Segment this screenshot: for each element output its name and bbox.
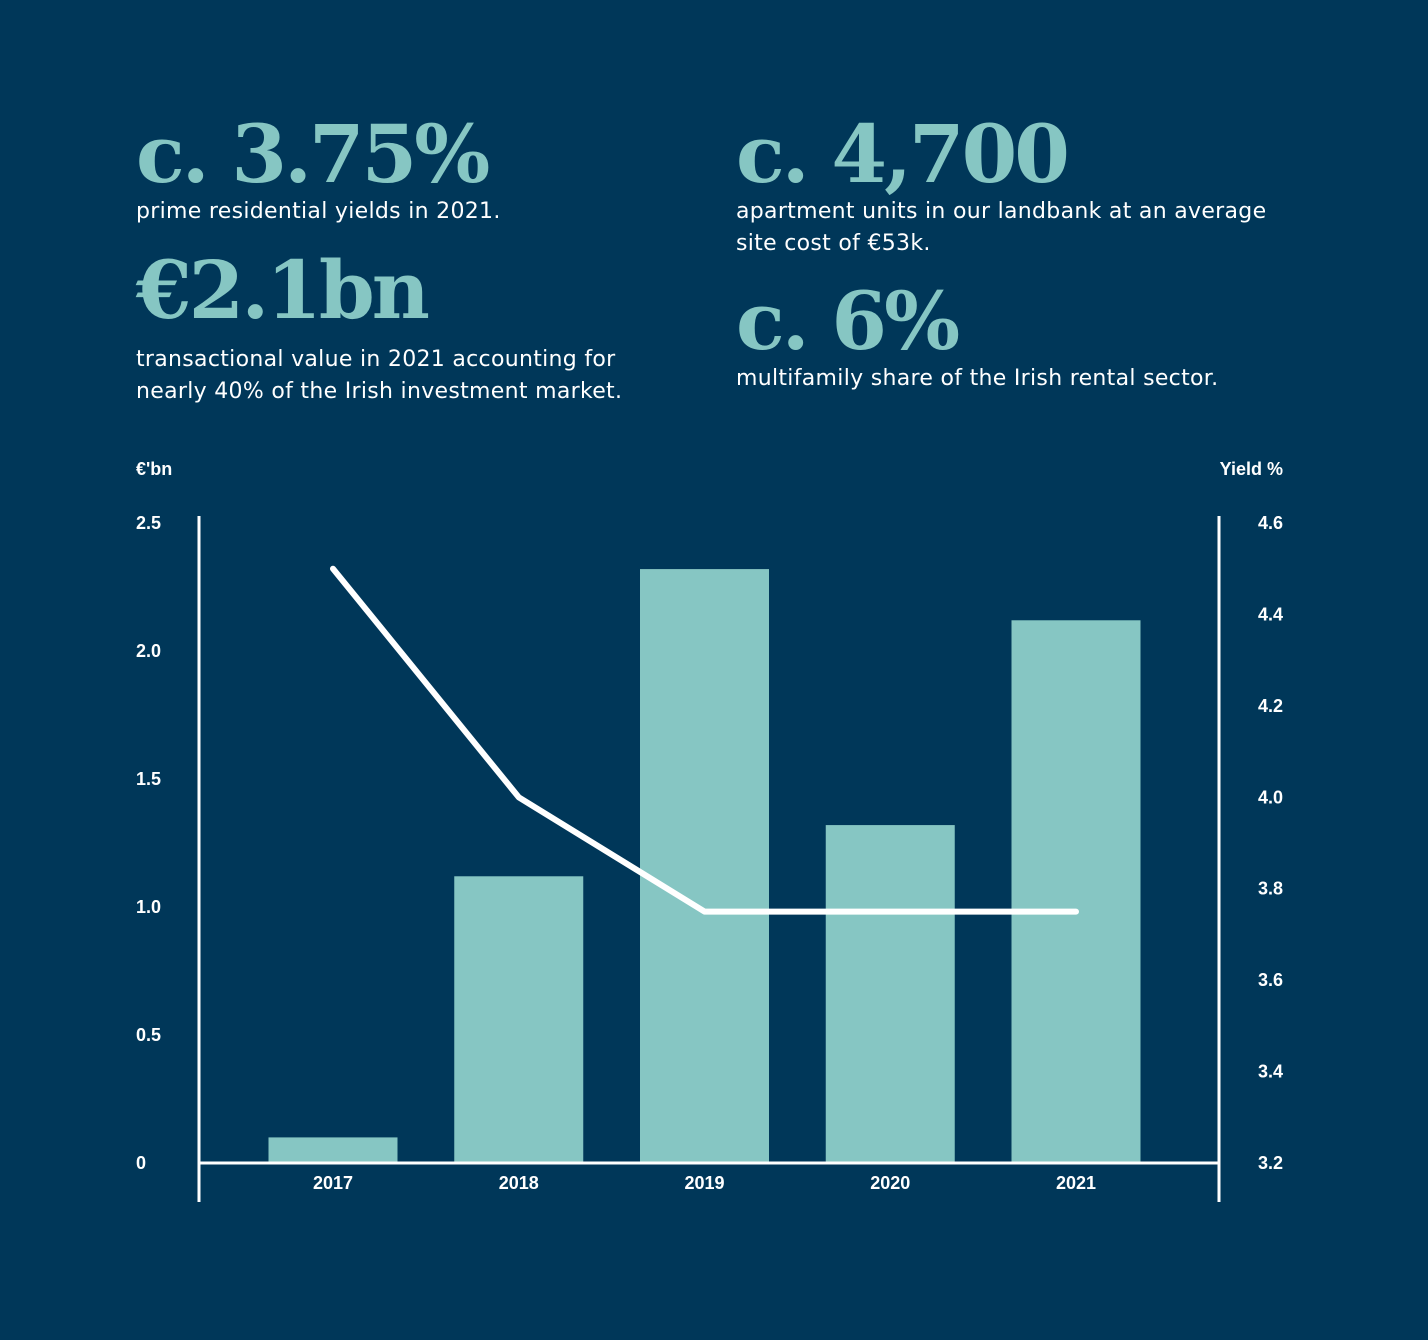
x-tick-label: 2020 — [870, 1173, 910, 1193]
x-tick-label: 2018 — [499, 1173, 539, 1193]
y-axis-title-right: Yield % — [1220, 459, 1283, 479]
y-axis-title-left: €'bn — [136, 459, 172, 479]
stat-landbank-text: apartment units in our landbank at an av… — [736, 199, 1267, 256]
bar-2020 — [825, 825, 955, 1163]
y-tick-label-right: 4.2 — [1258, 696, 1283, 716]
bar-2019 — [640, 569, 769, 1163]
stat-multifamily-share: c. 6% multifamily share of the Irish ren… — [736, 281, 1218, 395]
labels-layer: €'bn Yield % 2017 2018 2019 2020 2021 0 0.5 1.0… — [136, 459, 1283, 1193]
stat-landbank-value: c. 4,700 — [736, 107, 1070, 201]
y-tick-label-left: 0 — [136, 1153, 146, 1173]
x-tick-label: 2017 — [313, 1173, 353, 1193]
bar-2017 — [268, 1137, 398, 1163]
stat-multifamily-share-text: multifamily share of the Irish rental se… — [736, 366, 1219, 391]
y-tick-label-right: 3.6 — [1258, 970, 1283, 990]
y-tick-label-right: 3.8 — [1258, 879, 1283, 899]
y-tick-label-right: 4.4 — [1258, 604, 1283, 624]
y-tick-label-left: 2.5 — [136, 513, 161, 533]
stat-yield-value: c. 3.75% — [136, 107, 490, 201]
stat-transaction-value-figure: €2.1bn — [136, 243, 430, 337]
y-tick-label-right: 3.2 — [1258, 1153, 1283, 1173]
line-layer — [330, 565, 1079, 915]
bar-2021 — [1011, 620, 1141, 1163]
y-tick-label-right: 4.0 — [1258, 787, 1283, 807]
axes-layer — [197, 516, 1221, 1202]
y-tick-label-right: 3.4 — [1258, 1062, 1283, 1082]
stat-yield: c. 3.75% prime residential yields in 202… — [136, 114, 501, 228]
y-tick-label-left: 0.5 — [136, 1025, 161, 1045]
x-tick-label: 2019 — [684, 1173, 724, 1193]
stat-multifamily-share-value: c. 6% — [736, 274, 960, 368]
y-tick-label-left: 2.0 — [136, 641, 161, 661]
yield-line — [330, 565, 1079, 915]
stat-transaction-value: €2.1bn transactional value in 2021 accou… — [136, 250, 656, 408]
stat-transaction-value-text: transactional value in 2021 accounting f… — [136, 347, 623, 404]
stat-landbank: c. 4,700 apartment units in our landbank… — [736, 114, 1296, 260]
x-tick-label: 2021 — [1056, 1173, 1096, 1193]
y-tick-label-left: 1.0 — [136, 897, 161, 917]
bar-2018 — [454, 876, 584, 1163]
y-tick-label-left: 1.5 — [136, 769, 161, 789]
y-tick-label-right: 4.6 — [1258, 513, 1283, 533]
bars-layer — [268, 569, 1141, 1163]
stat-yield-text: prime residential yields in 2021. — [136, 199, 501, 224]
